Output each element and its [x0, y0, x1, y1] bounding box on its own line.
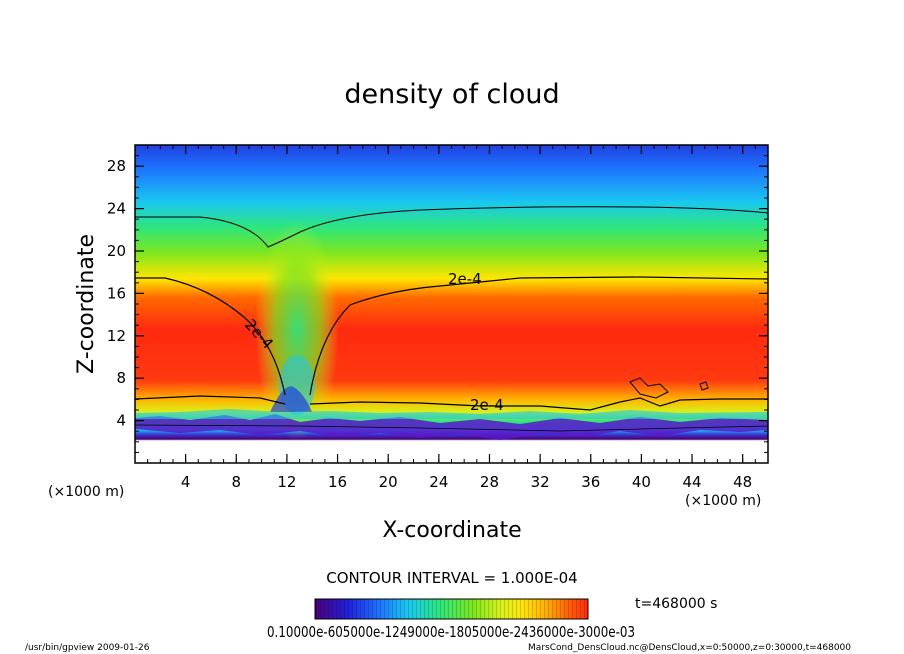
contour-2e4-left — [135, 277, 286, 396]
footer-left: /usr/bin/gpview 2009-01-26 — [25, 643, 150, 653]
x-tick-label: 32 — [531, 473, 550, 491]
colorbar-tick-labels: 0.10000e-605000e-1249000e-1805000e-24360… — [267, 623, 635, 641]
y-tick-label: 12 — [107, 327, 126, 345]
valley-plume — [270, 386, 312, 412]
time-label: t=468000 s — [635, 596, 717, 612]
contour-2e4-lower — [135, 395, 768, 411]
colorbar-frame — [314, 598, 589, 620]
contour-label: 2e-4 — [448, 270, 482, 288]
contour-2e4-right — [309, 276, 768, 396]
contour-interval: CONTOUR INTERVAL = 1.000E-04 — [326, 569, 577, 587]
x-tick-label: 40 — [632, 473, 651, 491]
x-tick-label: 4 — [181, 473, 191, 491]
contour-label: 2e-4 — [470, 396, 504, 414]
lower-band-fringe — [135, 409, 768, 419]
x-tick-label: 8 — [232, 473, 242, 491]
colorbar-stripes — [315, 599, 588, 619]
x-tick-label: 28 — [480, 473, 499, 491]
x-tick-label: 20 — [379, 473, 398, 491]
y-tick-label: 24 — [107, 200, 126, 218]
x-tick-label: 12 — [277, 473, 296, 491]
y-tick-label: 16 — [107, 284, 126, 302]
x-tick-label: 44 — [682, 473, 701, 491]
contour-blobs — [629, 377, 709, 399]
x-tick-label: 36 — [581, 473, 600, 491]
x-unit: (×1000 m) — [685, 493, 761, 509]
y-tick-label: 28 — [107, 157, 126, 175]
y-axis-label: Z-coordinate — [74, 234, 99, 374]
contour-bottom — [135, 424, 768, 432]
x-axis-label: X-coordinate — [382, 518, 521, 543]
x-axis: 4 8 12 16 20 24 28 32 36 40 44 48 — [147, 145, 756, 491]
contour-upper — [135, 206, 768, 248]
y-unit: (×1000 m) — [48, 484, 124, 500]
y-tick-label: 20 — [107, 242, 126, 260]
y-tick-label: 8 — [116, 369, 126, 387]
plot-area — [135, 145, 768, 463]
footer-right: MarsCond_DensCloud.nc@DensCloud,x=0:5000… — [528, 643, 851, 653]
y-axis: 4 8 12 16 20 24 28 — [107, 155, 768, 453]
y-tick-label: 4 — [116, 412, 126, 430]
x-tick-label: 48 — [733, 473, 752, 491]
x-tick-label: 16 — [328, 473, 347, 491]
x-tick-label: 24 — [429, 473, 448, 491]
valley-region — [255, 220, 339, 440]
lower-band — [135, 414, 768, 440]
chart-title: density of cloud — [344, 79, 559, 110]
